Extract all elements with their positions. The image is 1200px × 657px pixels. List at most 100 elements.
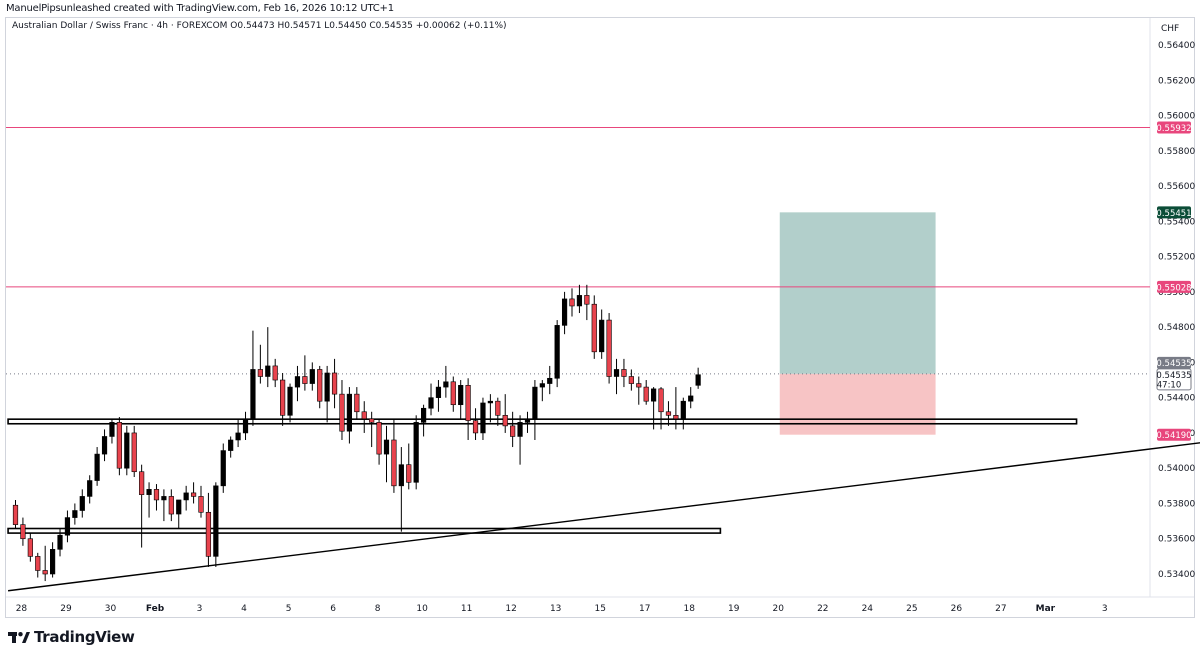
candle-body[interactable] xyxy=(510,425,516,437)
candle-body[interactable] xyxy=(450,381,456,406)
candle-body[interactable] xyxy=(606,319,612,377)
candle-body[interactable] xyxy=(139,471,145,495)
candle-body[interactable] xyxy=(280,379,286,416)
position-profit-zone[interactable] xyxy=(779,212,936,374)
candle-body[interactable] xyxy=(636,383,642,388)
candle-body[interactable] xyxy=(12,504,19,525)
candle-body[interactable] xyxy=(465,385,471,421)
candle-body[interactable] xyxy=(651,388,657,402)
candle-body[interactable] xyxy=(561,298,568,326)
candle-body[interactable] xyxy=(72,510,78,518)
candle-body[interactable] xyxy=(235,432,241,441)
candle-body[interactable] xyxy=(369,418,375,423)
position-loss-zone[interactable] xyxy=(779,373,936,435)
candle-body[interactable] xyxy=(257,369,263,377)
support-zone[interactable] xyxy=(7,527,722,534)
candle-body[interactable] xyxy=(250,369,256,420)
candle-body[interactable] xyxy=(324,372,330,402)
candle-body[interactable] xyxy=(168,496,174,515)
candle-body[interactable] xyxy=(331,372,338,395)
candle-body[interactable] xyxy=(495,400,501,416)
candle-body[interactable] xyxy=(673,414,679,420)
candle-body[interactable] xyxy=(502,414,508,427)
candle-body[interactable] xyxy=(435,386,442,398)
candle-body[interactable] xyxy=(688,395,694,402)
candle-body[interactable] xyxy=(265,365,271,377)
candle-body[interactable] xyxy=(383,439,390,455)
candle-body[interactable] xyxy=(547,377,553,384)
candle-body[interactable] xyxy=(317,369,323,402)
candle-body[interactable] xyxy=(153,489,160,501)
candle-body[interactable] xyxy=(584,295,590,305)
candle-body[interactable] xyxy=(569,298,575,307)
candle-body[interactable] xyxy=(554,325,560,379)
candle-body[interactable] xyxy=(658,388,664,413)
candle-body[interactable] xyxy=(576,295,583,307)
candle-body[interactable] xyxy=(339,393,345,432)
candle-body[interactable] xyxy=(376,422,382,455)
candle-body[interactable] xyxy=(42,570,48,575)
candle-body[interactable] xyxy=(64,517,71,536)
candle-body[interactable] xyxy=(242,418,249,434)
candle-body[interactable] xyxy=(213,485,219,557)
candle-body[interactable] xyxy=(205,511,212,557)
x-tick-label: 13 xyxy=(550,604,561,614)
candle-body[interactable] xyxy=(87,480,93,497)
candle-body[interactable] xyxy=(480,402,486,434)
candle-body[interactable] xyxy=(413,422,419,483)
candle-body[interactable] xyxy=(406,464,412,483)
candle-body[interactable] xyxy=(190,492,197,497)
candle-body[interactable] xyxy=(428,397,434,409)
candle-body[interactable] xyxy=(294,376,301,388)
candle-body[interactable] xyxy=(116,422,122,469)
candle-body[interactable] xyxy=(517,422,523,437)
candle-body[interactable] xyxy=(443,381,449,388)
candle-body[interactable] xyxy=(487,400,493,404)
candle-body[interactable] xyxy=(272,365,278,381)
candle-body[interactable] xyxy=(599,319,605,353)
candle-body[interactable] xyxy=(458,385,464,406)
candle-body[interactable] xyxy=(420,407,427,423)
candle-body[interactable] xyxy=(146,489,152,495)
candle-body[interactable] xyxy=(391,439,397,487)
candle-body[interactable] xyxy=(35,556,41,571)
candle-body[interactable] xyxy=(309,369,315,384)
candle-body[interactable] xyxy=(302,376,308,384)
candle-body[interactable] xyxy=(101,436,108,455)
candle-body[interactable] xyxy=(472,420,479,434)
candle-body[interactable] xyxy=(665,411,672,416)
candle-body[interactable] xyxy=(109,422,115,437)
candle-body[interactable] xyxy=(643,386,649,402)
candle-body[interactable] xyxy=(695,374,701,386)
candle-body[interactable] xyxy=(79,496,85,511)
candle-body[interactable] xyxy=(621,369,627,377)
candle-body[interactable] xyxy=(220,450,226,487)
candle-body[interactable] xyxy=(176,499,182,515)
candle-body[interactable] xyxy=(613,369,620,377)
candle-body[interactable] xyxy=(346,393,353,432)
candle-body[interactable] xyxy=(287,386,293,416)
candle-body[interactable] xyxy=(228,439,234,451)
candle-body[interactable] xyxy=(124,432,130,469)
candle-body[interactable] xyxy=(398,464,404,487)
candle-body[interactable] xyxy=(524,418,531,423)
trendline[interactable] xyxy=(7,442,1200,592)
candle-body[interactable] xyxy=(532,386,538,420)
candle-body[interactable] xyxy=(198,496,204,513)
candle-body[interactable] xyxy=(20,524,26,540)
candle-body[interactable] xyxy=(49,549,56,575)
candle-body[interactable] xyxy=(131,432,137,473)
candle-body[interactable] xyxy=(361,411,367,420)
candle-body[interactable] xyxy=(94,453,100,481)
candle-body[interactable] xyxy=(161,496,167,501)
candle-body[interactable] xyxy=(57,534,63,550)
support-zone[interactable] xyxy=(7,418,1078,425)
candle-body[interactable] xyxy=(591,303,597,353)
candle-body[interactable] xyxy=(354,393,360,413)
candle-body[interactable] xyxy=(183,492,189,501)
candle-body[interactable] xyxy=(27,538,33,557)
candle-body[interactable] xyxy=(539,383,545,388)
candle-body[interactable] xyxy=(628,376,634,384)
candle-body[interactable] xyxy=(680,400,686,420)
